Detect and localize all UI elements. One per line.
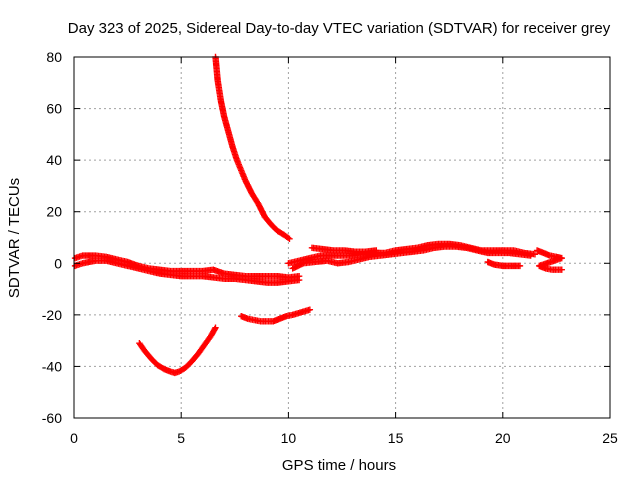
data-point xyxy=(211,325,218,333)
data-point xyxy=(558,266,565,273)
x-tick-label: 5 xyxy=(177,430,185,446)
y-tick-label: 20 xyxy=(46,204,62,220)
plot-frame xyxy=(73,56,611,419)
data-point xyxy=(531,251,539,258)
chart-title: Day 323 of 2025, Sidereal Day-to-day VTE… xyxy=(68,20,611,37)
x-tick-label: 0 xyxy=(70,430,78,446)
x-tick-label: 10 xyxy=(281,430,297,446)
y-tick-label: 60 xyxy=(46,101,62,117)
series-main-band-lower xyxy=(71,257,303,286)
grid xyxy=(74,57,610,418)
series-upper-spur xyxy=(308,244,380,255)
series-afternoon-band-lower xyxy=(289,243,534,272)
data-point xyxy=(295,276,303,284)
y-axis-title: SDTVAR / TECUs xyxy=(6,178,23,298)
data-markers xyxy=(71,53,565,377)
series-dip-segment xyxy=(484,258,524,270)
x-tick-label: 20 xyxy=(495,430,511,446)
x-tick-label: 25 xyxy=(602,430,618,446)
y-tick-label: -20 xyxy=(42,307,62,323)
y-tick-label: 80 xyxy=(46,49,62,65)
y-tick-label: 40 xyxy=(46,152,62,168)
data-point xyxy=(286,235,293,242)
series-mid-negative-arc xyxy=(238,306,314,325)
y-tick-label: -40 xyxy=(42,358,62,374)
data-point xyxy=(284,234,292,242)
data-point xyxy=(527,252,534,259)
y-tick-label: 0 xyxy=(54,255,62,271)
y-tick-label: -60 xyxy=(42,410,62,426)
data-point xyxy=(306,306,314,313)
series-steep-descending-arc xyxy=(212,53,293,242)
series-end-segment xyxy=(533,247,565,273)
data-point xyxy=(373,247,380,254)
data-point xyxy=(516,262,524,270)
x-tick-label: 15 xyxy=(388,430,404,446)
x-axis-title: GPS time / hours xyxy=(282,457,396,474)
data-point xyxy=(212,324,219,331)
series-lower-u-curve xyxy=(136,324,219,377)
axis-ticks: 0 5 10 15 20 25 -60 -40 -20 0 20 40 60 80 xyxy=(42,49,618,446)
